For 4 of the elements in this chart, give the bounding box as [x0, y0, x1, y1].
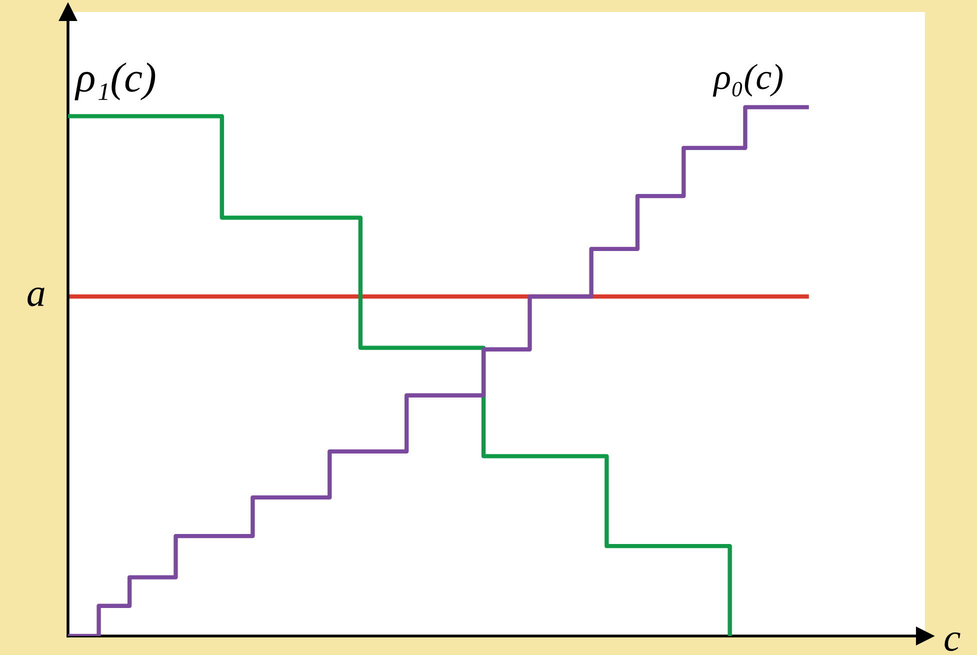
- series-label: ρ₀(c): [712, 64, 783, 97]
- x-axis-title: c: [944, 632, 960, 652]
- series-label: a: [28, 288, 44, 306]
- series-label: ρ₁(c): [74, 62, 156, 100]
